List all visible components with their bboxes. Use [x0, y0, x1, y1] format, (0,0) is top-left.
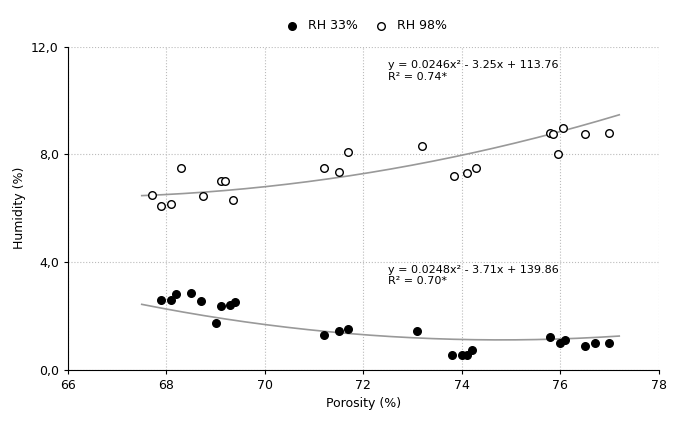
- RH 98%: [318, 164, 329, 171]
- RH 33%: [446, 351, 457, 358]
- RH 98%: [579, 131, 590, 138]
- RH 33%: [225, 302, 236, 309]
- RH 98%: [333, 169, 344, 176]
- RH 98%: [198, 193, 208, 200]
- RH 98%: [146, 191, 157, 198]
- RH 98%: [449, 173, 460, 179]
- RH 33%: [589, 340, 600, 346]
- RH 98%: [552, 151, 563, 158]
- RH 98%: [215, 178, 226, 185]
- RH 98%: [156, 202, 167, 209]
- RH 33%: [210, 319, 221, 326]
- RH 33%: [412, 327, 423, 334]
- RH 33%: [333, 327, 344, 334]
- RH 33%: [461, 351, 472, 358]
- RH 33%: [170, 291, 181, 298]
- RH 98%: [227, 197, 238, 204]
- RH 33%: [555, 340, 566, 346]
- RH 98%: [604, 130, 614, 136]
- RH 98%: [220, 178, 231, 185]
- RH 33%: [545, 334, 555, 341]
- RH 33%: [215, 303, 226, 310]
- Text: y = 0.0246x² - 3.25x + 113.76
R² = 0.74*: y = 0.0246x² - 3.25x + 113.76 R² = 0.74*: [388, 60, 558, 82]
- Y-axis label: Humidity (%): Humidity (%): [13, 167, 26, 249]
- RH 33%: [466, 346, 477, 353]
- RH 98%: [545, 130, 555, 136]
- RH 33%: [579, 342, 590, 349]
- RH 33%: [343, 326, 354, 333]
- RH 33%: [156, 296, 167, 303]
- RH 33%: [318, 332, 329, 338]
- RH 98%: [547, 131, 558, 138]
- RH 98%: [166, 201, 177, 208]
- RH 98%: [461, 170, 472, 177]
- RH 33%: [456, 351, 467, 358]
- RH 98%: [343, 148, 354, 155]
- RH 33%: [230, 299, 240, 306]
- RH 33%: [604, 340, 614, 346]
- Legend: RH 33%, RH 98%: RH 33%, RH 98%: [274, 14, 452, 37]
- X-axis label: Porosity (%): Porosity (%): [326, 397, 401, 410]
- Text: y = 0.0248x² - 3.71x + 139.86
R² = 0.70*: y = 0.0248x² - 3.71x + 139.86 R² = 0.70*: [388, 265, 559, 286]
- RH 98%: [176, 164, 187, 171]
- RH 98%: [417, 143, 428, 150]
- RH 33%: [166, 296, 177, 303]
- RH 33%: [559, 337, 570, 343]
- RH 98%: [557, 124, 568, 131]
- RH 33%: [185, 290, 196, 297]
- RH 98%: [471, 164, 482, 171]
- RH 33%: [196, 298, 206, 305]
